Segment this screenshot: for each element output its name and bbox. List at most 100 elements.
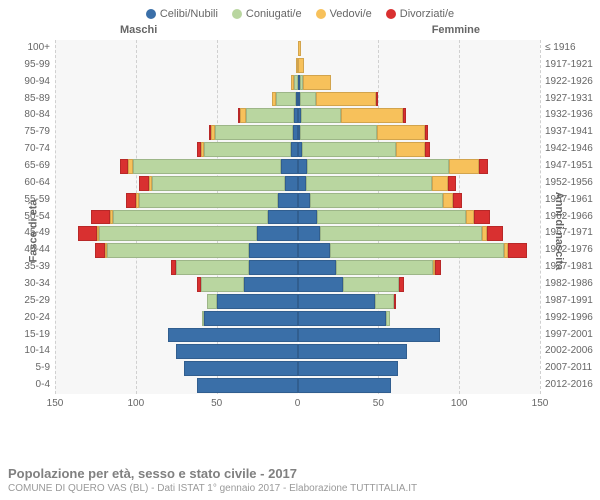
birth-label: 1917-1921 [540,57,593,74]
bar-segment [204,311,297,326]
legend-swatch [386,9,396,19]
birth-label: 1977-1981 [540,259,593,276]
female-bar [298,142,431,157]
female-bar [298,58,304,73]
age-row: 75-791937-1941 [55,124,540,141]
birth-label: 1922-1926 [540,74,593,91]
age-row: 0-42012-2016 [55,377,540,394]
population-pyramid: Fasce di età Anni di nascita 100+≤ 19169… [0,40,600,422]
bar-segment [184,361,297,376]
female-bar [298,176,456,191]
x-tick: 150 [532,398,549,409]
female-bar [298,226,503,241]
x-tick: 0 [295,398,301,409]
bar-segment [281,159,297,174]
bar-segment [126,193,136,208]
female-bar [298,125,429,140]
age-row: 60-641952-1956 [55,175,540,192]
bar-segment [343,277,400,292]
x-tick: 100 [127,398,144,409]
age-row: 10-142002-2006 [55,343,540,360]
age-row: 85-891927-1931 [55,91,540,108]
bar-segment [176,344,297,359]
bar-segment [425,125,428,140]
male-label: Maschi [120,24,157,36]
bar-segment [300,92,316,107]
bar-segment [298,378,392,393]
male-bar [272,92,298,107]
bar-segment [399,277,404,292]
birth-label: 1972-1976 [540,242,593,259]
legend-label: Coniugati/e [246,8,302,20]
bar-segment [298,226,321,241]
bar-segment [201,277,245,292]
bar-segment [508,243,527,258]
bar-segment [285,176,298,191]
male-bar [126,193,297,208]
bar-segment [99,226,257,241]
female-bar [298,328,440,343]
birth-label: 1947-1951 [540,158,593,175]
bar-segment [298,277,343,292]
legend-item: Divorziati/e [386,8,454,20]
male-bar [197,378,297,393]
age-label: 15-19 [24,327,55,344]
male-bar [184,361,297,376]
age-label: 80-84 [24,107,55,124]
birth-label: 1982-1986 [540,276,593,293]
birth-label: 2007-2011 [540,360,592,377]
male-bar [91,210,298,225]
footer-title: Popolazione per età, sesso e stato civil… [8,466,592,481]
bar-segment [246,108,294,123]
bar-segment [249,243,297,258]
bar-segment [394,294,396,309]
bar-segment [298,176,306,191]
bar-segment [298,193,311,208]
bar-segment [298,260,337,275]
birth-label: 1952-1956 [540,175,593,192]
female-bar [298,311,390,326]
age-label: 95-99 [24,57,55,74]
bar-segment [215,125,292,140]
age-row: 80-841932-1936 [55,107,540,124]
legend-swatch [316,9,326,19]
bar-segment [176,260,249,275]
bar-segment [448,176,456,191]
bar-segment [386,311,389,326]
bar-segment [133,159,282,174]
x-tick: 50 [211,398,222,409]
bar-segment [466,210,474,225]
age-label: 75-79 [24,124,55,141]
bar-segment [479,159,489,174]
legend-label: Divorziati/e [400,8,454,20]
age-label: 45-49 [24,225,55,242]
birth-label: 1967-1971 [540,225,593,242]
female-bar [298,193,463,208]
age-label: 5-9 [36,360,55,377]
male-bar [209,125,298,140]
bar-segment [330,243,505,258]
bar-segment [317,210,466,225]
birth-label: ≤ 1916 [540,40,576,57]
bar-segment [268,210,297,225]
x-tick: 50 [373,398,384,409]
bar-segment [204,142,291,157]
bar-segment [310,193,443,208]
bar-segment [197,378,297,393]
age-row: 100+≤ 1916 [55,40,540,57]
female-bar [298,243,528,258]
bar-segment [298,41,301,56]
bar-segment [298,311,387,326]
birth-label: 1957-1961 [540,192,593,209]
bar-segment [432,176,448,191]
birth-label: 1942-1946 [540,141,593,158]
birth-label: 1937-1941 [540,124,593,141]
age-row: 45-491967-1971 [55,225,540,242]
age-label: 60-64 [24,175,55,192]
bar-segment [257,226,297,241]
x-tick: 100 [451,398,468,409]
female-bar [298,159,489,174]
bar-segment [320,226,482,241]
x-axis: 15010050050100150 [55,394,540,422]
age-row: 15-191997-2001 [55,327,540,344]
